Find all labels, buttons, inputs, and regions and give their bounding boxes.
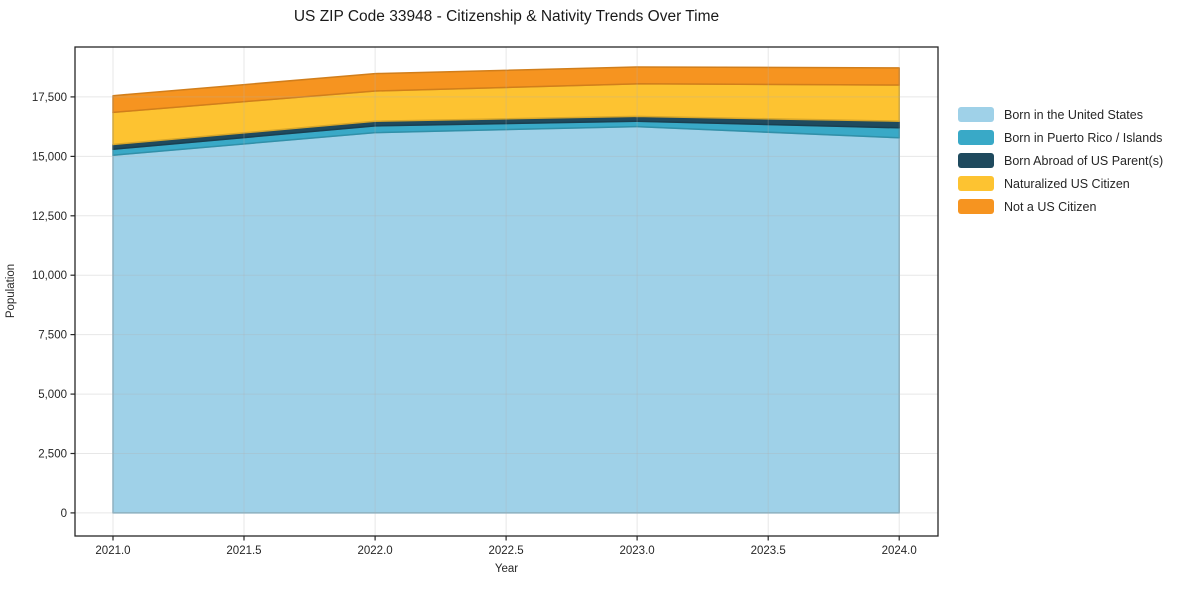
y-tick-label: 12,500 — [32, 211, 67, 223]
legend-item: Born Abroad of US Parent(s) — [958, 153, 1163, 168]
y-tick-label: 15,000 — [32, 151, 67, 163]
legend-swatch — [958, 107, 994, 122]
x-tick-label: 2022.5 — [489, 545, 524, 557]
y-tick-label: 2,500 — [38, 449, 67, 461]
x-tick-label: 2023.0 — [620, 545, 655, 557]
legend-label: Naturalized US Citizen — [1004, 176, 1130, 191]
area-not-a-citizen — [112, 66, 900, 114]
x-tick-label: 2022.0 — [358, 545, 393, 557]
y-tick-label: 5,000 — [38, 389, 67, 401]
chart-title: US ZIP Code 33948 - Citizenship & Nativi… — [293, 8, 720, 25]
legend-label: Born in Puerto Rico / Islands — [1004, 130, 1163, 145]
x-tick-label: 2023.5 — [751, 545, 786, 557]
x-axis-label: Year — [494, 563, 519, 575]
legend-swatch — [958, 153, 994, 168]
legend-swatch — [958, 176, 994, 191]
legend-label: Not a US Citizen — [1004, 199, 1097, 214]
x-tick-label: 2021.5 — [226, 545, 261, 557]
legend-label: Born Abroad of US Parent(s) — [1004, 153, 1164, 168]
legend-label: Born in the United States — [1004, 107, 1143, 122]
legend-swatch — [958, 130, 994, 145]
legend: Born in the United States Born in Puerto … — [958, 107, 1163, 214]
y-tick-label: 10,000 — [32, 270, 67, 282]
legend-item: Naturalized US Citizen — [958, 176, 1163, 191]
legend-item: Born in the United States — [958, 107, 1163, 122]
axes-region: 2021.0 2021.5 2022.0 2022.5 2023.0 2023.5 2024… — [32, 46, 939, 557]
y-tick-label: 7,500 — [38, 330, 67, 342]
legend-item: Not a US Citizen — [958, 199, 1163, 214]
y-tick-label: 0 — [61, 508, 67, 520]
x-tick-label: 2021.0 — [95, 545, 130, 557]
y-tick-label: 17,500 — [32, 92, 67, 104]
legend-item: Born in Puerto Rico / Islands — [958, 130, 1163, 145]
x-tick-label: 2024.0 — [882, 545, 917, 557]
legend-swatch — [958, 199, 994, 214]
